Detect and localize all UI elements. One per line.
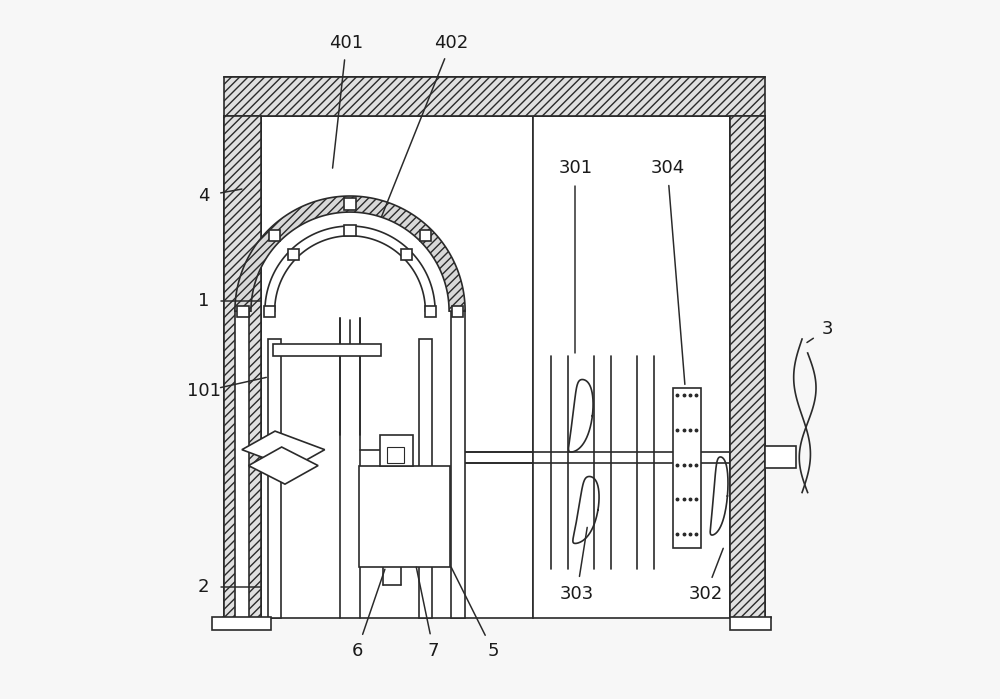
Bar (264, 305, 275, 317)
Polygon shape (235, 196, 465, 311)
Bar (261, 116, 533, 618)
Bar (420, 230, 431, 241)
Text: 3: 3 (822, 319, 834, 338)
Bar (224, 78, 765, 116)
Bar (344, 225, 356, 236)
Bar (237, 305, 249, 317)
Text: 301: 301 (558, 159, 592, 177)
Bar (235, 311, 249, 618)
Bar (380, 435, 413, 466)
Polygon shape (265, 226, 435, 311)
Bar (730, 116, 765, 618)
Bar (387, 447, 404, 463)
Bar (452, 305, 463, 317)
Bar (344, 199, 356, 210)
Text: 5: 5 (487, 642, 499, 660)
Polygon shape (249, 447, 318, 484)
Bar (269, 230, 280, 241)
Text: 303: 303 (560, 584, 594, 603)
Bar (533, 116, 730, 618)
Bar (359, 466, 450, 567)
Bar (212, 617, 271, 630)
Bar (451, 311, 465, 618)
Text: 1: 1 (198, 291, 209, 310)
Polygon shape (242, 431, 325, 468)
Text: 101: 101 (187, 382, 221, 401)
Text: 4: 4 (198, 187, 209, 205)
Text: 2: 2 (198, 577, 209, 596)
Bar (288, 249, 299, 260)
Bar (765, 447, 796, 468)
Text: 401: 401 (329, 34, 364, 52)
Text: 302: 302 (689, 584, 723, 603)
Bar (673, 388, 701, 548)
Text: 7: 7 (428, 642, 439, 660)
Text: 304: 304 (650, 159, 685, 177)
Bar (273, 344, 381, 356)
Text: 402: 402 (434, 34, 468, 52)
Bar (419, 339, 432, 618)
Text: 6: 6 (351, 642, 363, 660)
Bar (268, 339, 281, 618)
Bar (401, 249, 412, 260)
Bar (224, 116, 261, 618)
Bar (425, 305, 436, 317)
Bar (730, 617, 771, 630)
